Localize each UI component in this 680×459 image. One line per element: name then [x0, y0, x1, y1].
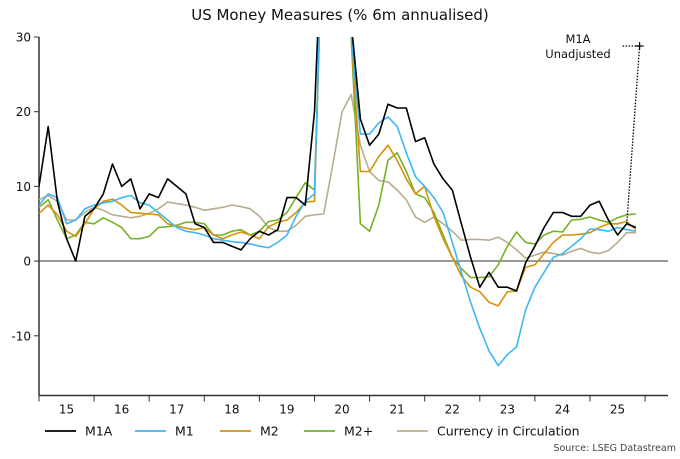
x-tick-label: 15	[59, 403, 74, 417]
x-tick-label: 20	[334, 403, 349, 417]
series-line-m1a	[39, 37, 637, 292]
x-tick-label: 18	[224, 403, 239, 417]
series-line-currency-in-circulation	[39, 93, 636, 259]
annotation-label-line1: M1A	[565, 32, 590, 46]
legend-label: M2	[260, 424, 279, 439]
y-tick-label: 0	[23, 255, 31, 269]
legend: M1A M1 M2 M2+ Currency in Circulation	[45, 424, 580, 439]
source-note: Source: LSEG Datastream	[553, 443, 676, 454]
x-tick-label: 25	[610, 403, 625, 417]
series-lines	[39, 37, 637, 367]
legend-label: Currency in Circulation	[437, 424, 580, 439]
legend-label: M2+	[344, 424, 373, 439]
annotation-dotted-line	[626, 45, 641, 224]
x-tick-label: 17	[169, 403, 184, 417]
y-tick-label: 10	[16, 180, 31, 194]
x-tick-label: 16	[114, 403, 129, 417]
y-tick-label: -10	[11, 329, 31, 343]
x-tick-label: 23	[500, 403, 515, 417]
x-tick-label: 24	[555, 403, 570, 417]
y-axis: 30 20 10 0 -10	[11, 31, 40, 396]
y-tick-label: 30	[16, 31, 31, 45]
x-tick-label: 19	[279, 403, 294, 417]
annotation-label-line2: Unadjusted	[545, 47, 610, 61]
series-line-m2	[39, 37, 637, 307]
chart-title: US Money Measures (% 6m annualised)	[191, 6, 489, 24]
y-tick-label: 20	[16, 105, 31, 119]
legend-label: M1A	[85, 424, 113, 439]
x-tick-label: 22	[445, 403, 460, 417]
m1a-unadjusted-annotation: M1A Unadjusted	[545, 32, 644, 224]
annotation-plus-marker	[635, 41, 644, 50]
legend-label: M1	[175, 424, 194, 439]
x-tick-label: 21	[390, 403, 405, 417]
x-axis: 15 16 17 18 19 20 21 22 23 24 25	[38, 394, 668, 417]
